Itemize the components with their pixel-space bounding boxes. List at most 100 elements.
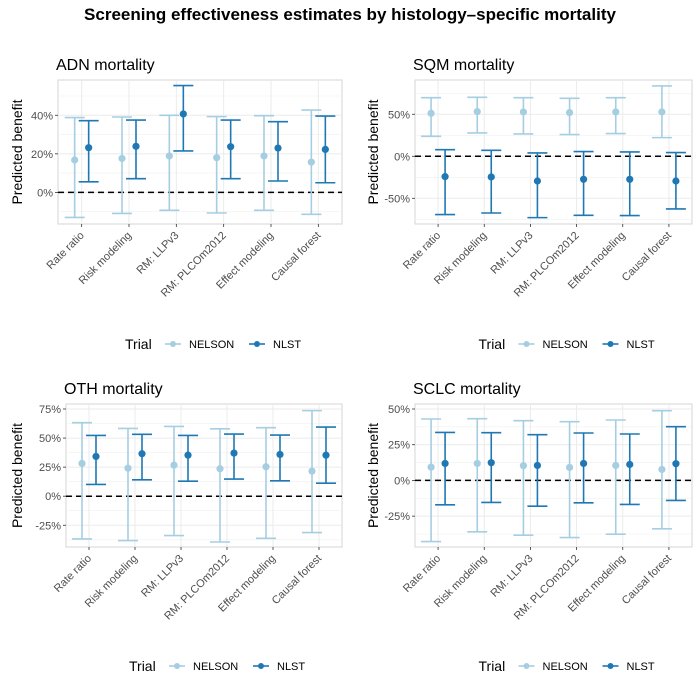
data-point-nlst <box>321 145 329 153</box>
legend: Trial NELSON NLST <box>129 658 305 674</box>
panel-title: SCLC mortality <box>413 381 521 398</box>
legend-label: NLST <box>277 661 305 673</box>
legend-label: NELSON <box>189 339 234 351</box>
data-point-nelson <box>118 154 126 163</box>
panel-title: ADN mortality <box>56 57 155 74</box>
data-point-nlst <box>487 173 495 181</box>
legend-title: Trial <box>125 336 152 352</box>
y-tick-label: 25% <box>388 440 410 452</box>
x-tick-label: Rate ratio <box>401 230 443 272</box>
data-point-nelson <box>170 461 178 469</box>
y-tick-label: -25% <box>384 511 410 523</box>
y-axis-label: Predicted benefit <box>365 99 381 204</box>
y-tick-label: 25% <box>39 462 61 474</box>
y-tick-label: 20% <box>31 149 53 161</box>
data-point-nlst <box>274 144 282 152</box>
legend-key-point <box>523 341 530 347</box>
data-point-nlst <box>672 177 680 185</box>
data-point-nelson <box>565 108 574 117</box>
data-point-nelson <box>473 107 481 116</box>
y-tick-label: 40% <box>31 110 53 122</box>
x-tick-label: Rate ratio <box>52 553 94 595</box>
plot-area <box>65 403 343 548</box>
y-tick-label: 0% <box>394 151 410 163</box>
data-point-nelson <box>307 158 315 166</box>
legend-key-point <box>174 663 180 669</box>
data-point-nlst <box>533 177 542 185</box>
data-point-nlst <box>276 450 284 459</box>
x-tick-label: Causal forest <box>620 553 674 607</box>
data-point-nlst <box>227 143 235 151</box>
data-point-nlst <box>179 110 187 118</box>
y-tick-label: -50% <box>384 193 410 205</box>
legend: Trial NELSON NLST <box>479 336 655 352</box>
y-tick-label: 0% <box>394 475 410 487</box>
data-point-nlst <box>533 461 542 470</box>
x-tick-label: Rate ratio <box>401 553 443 595</box>
legend-label: NLST <box>627 339 655 351</box>
legend-key-point <box>254 341 260 347</box>
x-tick-label: RM: LLPv3 <box>139 553 186 600</box>
data-point-nelson <box>260 152 268 160</box>
data-point-nelson <box>612 461 620 470</box>
data-point-nelson <box>124 464 132 472</box>
data-point-nelson <box>165 152 173 160</box>
data-point-nlst <box>322 451 330 459</box>
legend: Trial NELSON NLST <box>479 658 655 674</box>
data-point-nelson <box>262 463 270 471</box>
x-tick-label: Causal forest <box>270 553 324 607</box>
data-point-nelson <box>612 108 620 116</box>
legend-key-point <box>607 663 614 669</box>
y-tick-label: 50% <box>388 109 410 121</box>
y-tick-label: 75% <box>39 404 61 416</box>
data-point-nlst <box>579 459 588 468</box>
data-point-nelson <box>213 154 221 162</box>
data-point-nlst <box>138 450 146 458</box>
y-tick-label: 0% <box>45 491 61 503</box>
data-point-nlst <box>672 460 680 468</box>
chart-title: Screening effectiveness estimates by his… <box>84 5 616 24</box>
y-tick-label: 0% <box>37 187 53 199</box>
panel-title: OTH mortality <box>64 381 163 398</box>
data-point-nelson <box>658 465 666 474</box>
legend-title: Trial <box>129 658 156 674</box>
x-tick-label: RM: LLPv3 <box>489 230 536 277</box>
data-point-nelson <box>78 459 86 468</box>
legend-label: NELSON <box>543 339 588 351</box>
legend-key-point <box>523 663 530 669</box>
data-point-nlst <box>92 452 100 461</box>
data-point-nlst <box>85 144 93 152</box>
data-point-nlst <box>184 451 192 459</box>
panel-title: SQM mortality <box>413 57 514 74</box>
x-tick-label: RM: LLPv3 <box>134 230 181 277</box>
data-point-nelson <box>658 108 666 116</box>
plot-area <box>414 403 693 548</box>
x-tick-label: Causal forest <box>269 230 323 284</box>
data-point-nelson <box>519 462 528 470</box>
y-axis-label: Predicted benefit <box>9 423 25 528</box>
data-point-nlst <box>132 142 140 150</box>
y-axis-label: Predicted benefit <box>9 99 25 204</box>
data-point-nlst <box>230 449 238 457</box>
legend-title: Trial <box>479 336 506 352</box>
data-point-nelson <box>519 108 528 116</box>
legend-title: Trial <box>479 658 506 674</box>
y-tick-label: 50% <box>39 433 61 445</box>
data-point-nelson <box>216 465 224 473</box>
data-point-nlst <box>441 173 449 181</box>
y-tick-label: 50% <box>388 404 410 416</box>
data-point-nelson <box>427 109 435 117</box>
y-axis-label: Predicted benefit <box>365 423 381 528</box>
data-point-nlst <box>441 459 449 468</box>
data-point-nlst <box>579 175 588 183</box>
data-point-nelson <box>565 463 574 472</box>
legend-key-point <box>170 341 176 347</box>
legend-label: NELSON <box>543 661 588 673</box>
y-tick-label: -25% <box>35 520 61 532</box>
data-point-nlst <box>626 460 634 469</box>
plot-area <box>57 79 343 225</box>
x-tick-label: Rate ratio <box>45 230 87 272</box>
